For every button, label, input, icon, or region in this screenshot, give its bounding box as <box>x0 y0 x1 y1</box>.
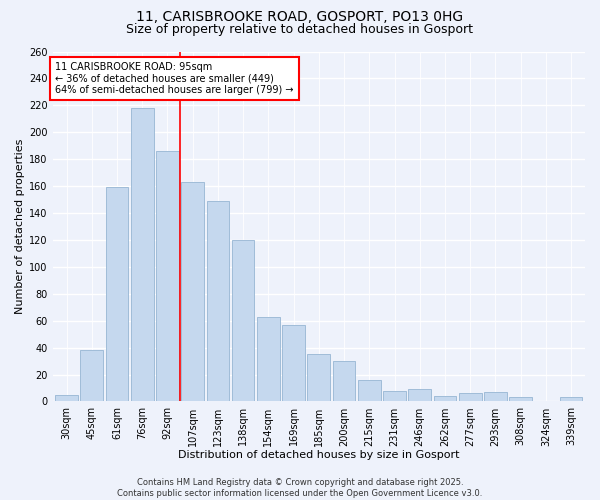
Text: 11, CARISBROOKE ROAD, GOSPORT, PO13 0HG: 11, CARISBROOKE ROAD, GOSPORT, PO13 0HG <box>136 10 464 24</box>
Bar <box>181 182 204 402</box>
Bar <box>509 398 532 402</box>
Bar <box>459 394 482 402</box>
Y-axis label: Number of detached properties: Number of detached properties <box>15 139 25 314</box>
Bar <box>358 380 380 402</box>
Bar <box>55 394 78 402</box>
Bar <box>307 354 330 402</box>
Text: 11 CARISBROOKE ROAD: 95sqm
← 36% of detached houses are smaller (449)
64% of sem: 11 CARISBROOKE ROAD: 95sqm ← 36% of deta… <box>55 62 294 95</box>
Bar <box>409 390 431 402</box>
Text: Contains HM Land Registry data © Crown copyright and database right 2025.
Contai: Contains HM Land Registry data © Crown c… <box>118 478 482 498</box>
Bar <box>282 324 305 402</box>
Bar <box>434 396 457 402</box>
Bar <box>333 361 355 402</box>
Bar <box>257 316 280 402</box>
Bar <box>80 350 103 402</box>
Bar <box>106 188 128 402</box>
Bar <box>156 151 179 402</box>
Bar <box>131 108 154 402</box>
Bar <box>206 201 229 402</box>
Bar <box>560 398 583 402</box>
Bar <box>484 392 507 402</box>
Text: Size of property relative to detached houses in Gosport: Size of property relative to detached ho… <box>127 22 473 36</box>
X-axis label: Distribution of detached houses by size in Gosport: Distribution of detached houses by size … <box>178 450 460 460</box>
Bar <box>383 390 406 402</box>
Bar <box>232 240 254 402</box>
